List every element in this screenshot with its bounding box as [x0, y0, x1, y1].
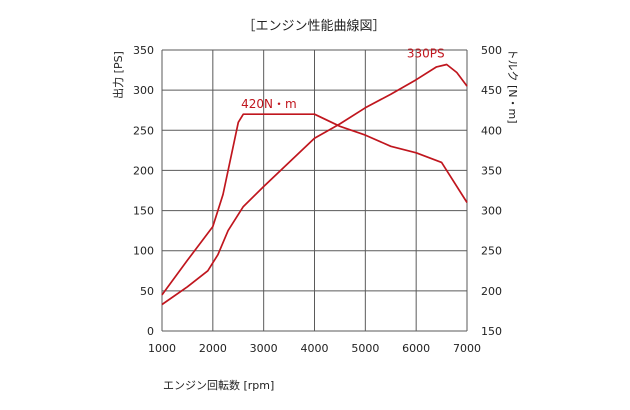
right-tick-label: 200 — [481, 285, 502, 298]
x-tick-label: 5000 — [351, 342, 379, 355]
x-tick-label: 6000 — [402, 342, 430, 355]
x-tick-label: 4000 — [301, 342, 329, 355]
x-axis-label: エンジン回転数 [rpm] — [163, 379, 274, 392]
right-axis-label: トルク [N・m] — [506, 48, 519, 123]
right-tick-label: 250 — [481, 245, 502, 258]
power-peak-label: 330PS — [407, 46, 445, 60]
x-tick-label: 3000 — [250, 342, 278, 355]
left-axis-ticks: 0 50 100 150 200 250 300 350 — [133, 44, 154, 338]
right-axis-ticks: 150 200 250 300 350 400 450 500 — [481, 44, 502, 338]
left-axis-label: 出力 [PS] — [111, 51, 125, 99]
right-tick-label: 450 — [481, 84, 502, 97]
x-axis-ticks: 1000 2000 3000 4000 5000 6000 7000 — [148, 342, 481, 355]
left-tick-label: 350 — [133, 44, 154, 57]
x-tick-label: 7000 — [453, 342, 481, 355]
left-tick-label: 0 — [147, 325, 154, 338]
right-tick-label: 350 — [481, 164, 502, 177]
right-tick-label: 500 — [481, 44, 502, 57]
torque-peak-label: 420N・m — [241, 97, 297, 111]
torque-curve — [161, 113, 468, 296]
series-labels: 330PS 420N・m — [241, 46, 445, 111]
left-tick-label: 300 — [133, 84, 154, 97]
power-curve — [161, 63, 468, 306]
series-lines — [161, 63, 468, 306]
x-tick-label: 1000 — [148, 342, 176, 355]
grid — [161, 49, 468, 332]
left-tick-label: 100 — [133, 245, 154, 258]
right-tick-label: 400 — [481, 124, 502, 137]
chart-title: ［エンジン性能曲線図］ — [242, 18, 385, 34]
left-tick-label: 50 — [140, 285, 154, 298]
left-tick-label: 200 — [133, 164, 154, 177]
left-tick-label: 150 — [133, 205, 154, 218]
left-tick-label: 250 — [133, 124, 154, 137]
x-tick-label: 2000 — [199, 342, 227, 355]
right-tick-label: 300 — [481, 205, 502, 218]
right-tick-label: 150 — [481, 325, 502, 338]
